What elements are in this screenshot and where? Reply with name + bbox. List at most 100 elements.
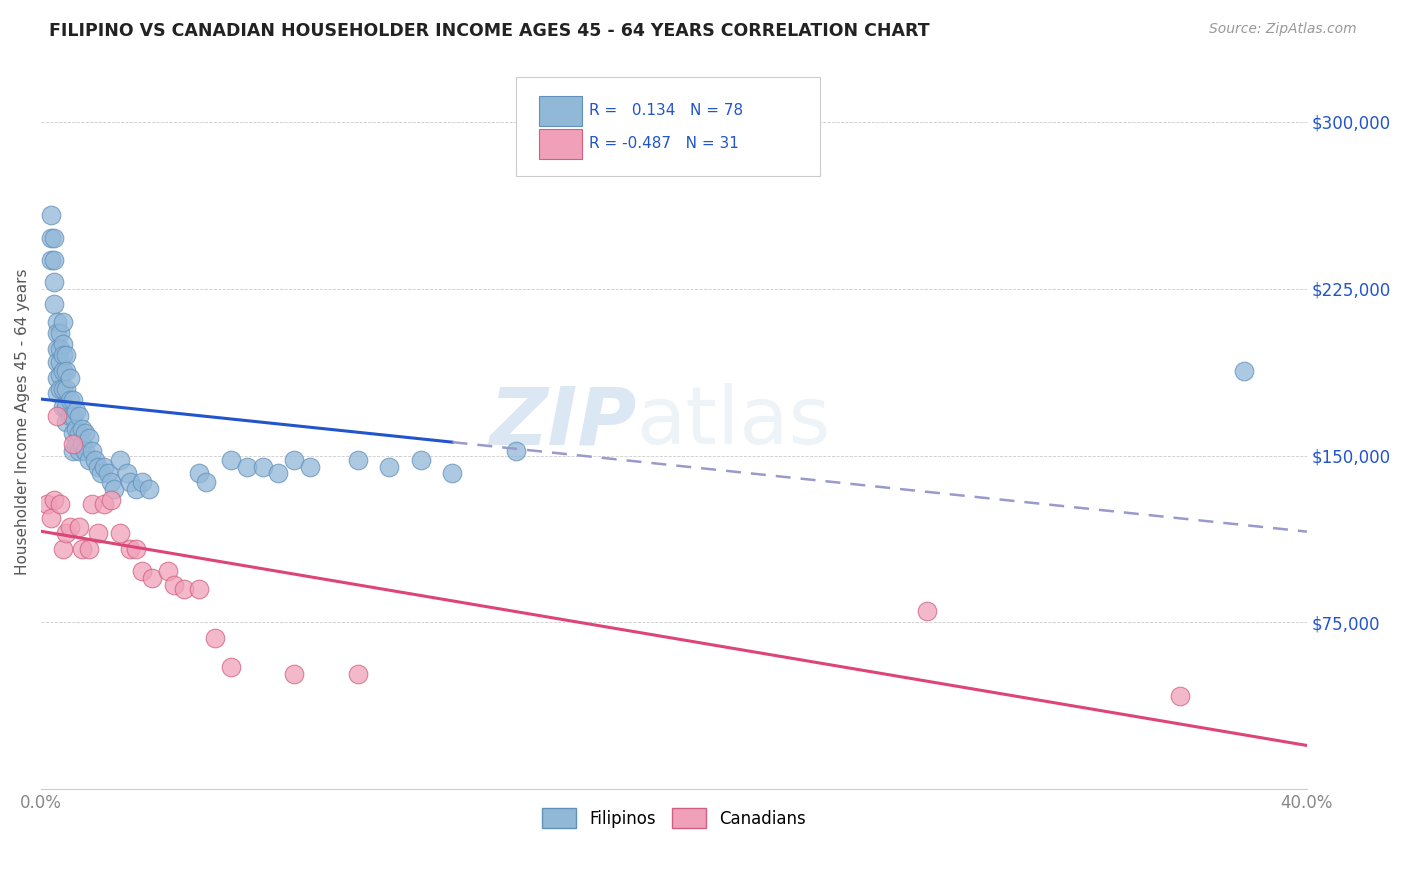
Point bbox=[188, 582, 211, 596]
Point bbox=[62, 409, 84, 423]
Point bbox=[90, 467, 112, 481]
Point bbox=[131, 564, 153, 578]
Point bbox=[173, 582, 195, 596]
Point bbox=[42, 275, 65, 289]
Point bbox=[70, 422, 93, 436]
Point bbox=[93, 459, 115, 474]
Point bbox=[52, 348, 75, 362]
Legend: Filipinos, Canadians: Filipinos, Canadians bbox=[534, 800, 814, 836]
Point bbox=[1232, 364, 1254, 378]
Point bbox=[55, 526, 77, 541]
Point bbox=[93, 498, 115, 512]
Point bbox=[45, 386, 67, 401]
Point bbox=[346, 666, 368, 681]
Point bbox=[49, 382, 72, 396]
Point bbox=[55, 400, 77, 414]
Point bbox=[204, 631, 226, 645]
FancyBboxPatch shape bbox=[538, 95, 582, 127]
Point bbox=[65, 404, 87, 418]
Point bbox=[52, 382, 75, 396]
Point bbox=[45, 342, 67, 356]
Point bbox=[67, 426, 90, 441]
Point bbox=[188, 467, 211, 481]
Point bbox=[125, 541, 148, 556]
Point bbox=[49, 355, 72, 369]
Point bbox=[141, 571, 163, 585]
Point bbox=[252, 459, 274, 474]
Point bbox=[97, 467, 120, 481]
Point bbox=[1168, 689, 1191, 703]
Point bbox=[100, 493, 122, 508]
Point bbox=[52, 315, 75, 329]
Point bbox=[39, 230, 62, 244]
FancyBboxPatch shape bbox=[516, 78, 820, 177]
Point bbox=[441, 467, 464, 481]
Text: ZIP: ZIP bbox=[489, 384, 636, 461]
Text: atlas: atlas bbox=[636, 384, 831, 461]
Point bbox=[62, 392, 84, 407]
Point bbox=[75, 444, 97, 458]
Point bbox=[52, 364, 75, 378]
Point bbox=[409, 453, 432, 467]
Point bbox=[110, 526, 132, 541]
Point bbox=[110, 453, 132, 467]
Point bbox=[62, 437, 84, 451]
Point bbox=[219, 453, 242, 467]
Point bbox=[75, 426, 97, 441]
Point bbox=[77, 453, 100, 467]
Point bbox=[103, 482, 125, 496]
Point bbox=[156, 564, 179, 578]
Point bbox=[49, 326, 72, 341]
Point bbox=[236, 459, 259, 474]
Point bbox=[55, 364, 77, 378]
Point bbox=[58, 520, 80, 534]
Point bbox=[45, 326, 67, 341]
Point bbox=[131, 475, 153, 490]
Point bbox=[58, 409, 80, 423]
Point bbox=[138, 482, 160, 496]
Point bbox=[58, 392, 80, 407]
Point bbox=[77, 431, 100, 445]
Point bbox=[346, 453, 368, 467]
Point bbox=[65, 437, 87, 451]
Y-axis label: Householder Income Ages 45 - 64 years: Householder Income Ages 45 - 64 years bbox=[15, 268, 30, 575]
Point bbox=[505, 444, 527, 458]
Point bbox=[49, 498, 72, 512]
Point bbox=[115, 467, 138, 481]
Text: Source: ZipAtlas.com: Source: ZipAtlas.com bbox=[1209, 22, 1357, 37]
Text: R =   0.134   N = 78: R = 0.134 N = 78 bbox=[589, 103, 744, 119]
Point bbox=[52, 541, 75, 556]
Point bbox=[45, 409, 67, 423]
Point bbox=[58, 370, 80, 384]
Point bbox=[163, 577, 186, 591]
Point bbox=[67, 520, 90, 534]
Point bbox=[45, 315, 67, 329]
Point bbox=[283, 453, 305, 467]
Text: FILIPINO VS CANADIAN HOUSEHOLDER INCOME AGES 45 - 64 YEARS CORRELATION CHART: FILIPINO VS CANADIAN HOUSEHOLDER INCOME … bbox=[49, 22, 929, 40]
Point bbox=[194, 475, 217, 490]
Point bbox=[42, 297, 65, 311]
Point bbox=[100, 475, 122, 490]
Point bbox=[378, 459, 401, 474]
Point bbox=[42, 252, 65, 267]
Point bbox=[45, 370, 67, 384]
Point bbox=[37, 498, 59, 512]
Point bbox=[55, 415, 77, 429]
Point bbox=[42, 493, 65, 508]
Point bbox=[42, 230, 65, 244]
Text: R = -0.487   N = 31: R = -0.487 N = 31 bbox=[589, 136, 740, 152]
Point bbox=[77, 541, 100, 556]
Point bbox=[283, 666, 305, 681]
Point bbox=[219, 660, 242, 674]
Point bbox=[87, 459, 110, 474]
Point bbox=[915, 604, 938, 618]
Point bbox=[87, 526, 110, 541]
Point bbox=[67, 444, 90, 458]
Point bbox=[52, 337, 75, 351]
Point bbox=[80, 498, 103, 512]
Point bbox=[267, 467, 290, 481]
Point bbox=[39, 252, 62, 267]
Point bbox=[49, 368, 72, 383]
Point bbox=[125, 482, 148, 496]
Point bbox=[118, 541, 141, 556]
